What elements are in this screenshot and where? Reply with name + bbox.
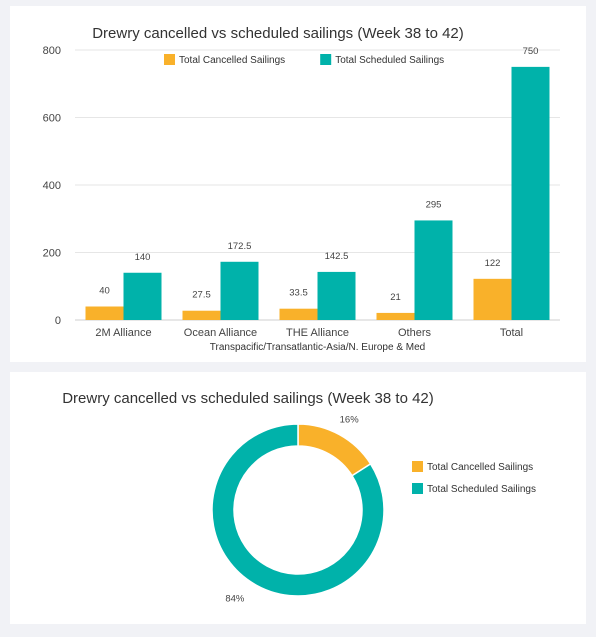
y-tick-label: 200: [43, 248, 61, 260]
x-tick-label: 2M Alliance: [95, 327, 151, 339]
x-axis-title: Transpacific/Transatlantic-Asia/N. Europ…: [210, 342, 425, 353]
bar-legend: Total Cancelled Sailings Total Scheduled …: [164, 54, 444, 66]
legend-swatch: [412, 483, 423, 494]
x-tick-label: Others: [398, 327, 432, 339]
data-label: 40: [99, 286, 110, 297]
data-label: 27.5: [192, 290, 211, 301]
bar-scheduled: [220, 261, 259, 320]
legend-swatch: [164, 54, 175, 65]
slice-label: 16%: [340, 415, 360, 426]
data-label: 21: [390, 292, 401, 303]
bar-scheduled: [511, 66, 550, 320]
bar-cancelled: [182, 310, 221, 320]
legend-label: Total Scheduled Sailings: [335, 55, 444, 66]
bar-chart: 0 200 400 600 800 40 140 2M Alliance 27.5 172.5 Oc…: [43, 45, 560, 353]
legend-swatch: [320, 54, 332, 65]
legend-label: Total Cancelled Sailings: [179, 55, 285, 66]
donut-slice-cancelled: [297, 423, 372, 477]
y-tick-label: 0: [55, 315, 61, 327]
bar-cancelled: [376, 312, 415, 320]
legend-label: Total Scheduled Sailings: [427, 484, 536, 495]
x-tick-label: Total: [500, 327, 523, 339]
data-label: 295: [426, 199, 442, 210]
y-tick-label: 800: [43, 45, 61, 57]
legend-label: Total Cancelled Sailings: [427, 462, 533, 473]
slice-label: 84%: [225, 593, 245, 604]
bar-cancelled: [85, 306, 124, 320]
donut-chart-panel: Drewry cancelled vs scheduled sailings (…: [10, 372, 586, 624]
donut-chart-title: Drewry cancelled vs scheduled sailings (…: [62, 390, 434, 407]
donut-slice-scheduled: [211, 423, 385, 597]
bar-cancelled: [279, 308, 318, 320]
donut-chart: 16% 84% Total Cancelled Sailings Total Sche…: [211, 415, 536, 604]
bar-chart-panel: Drewry cancelled vs scheduled sailings (…: [10, 6, 586, 362]
bar-scheduled: [414, 220, 453, 320]
bar-scheduled: [123, 272, 162, 320]
x-tick-label: THE Alliance: [286, 327, 349, 339]
bar-chart-title: Drewry cancelled vs scheduled sailings (…: [92, 25, 464, 42]
legend-swatch: [412, 461, 423, 472]
bar-scheduled: [317, 271, 356, 320]
x-tick-label: Ocean Alliance: [184, 327, 257, 339]
data-label: 142.5: [325, 251, 349, 262]
data-label: 122: [485, 258, 501, 269]
y-tick-label: 600: [43, 113, 61, 125]
data-label: 750: [523, 46, 539, 57]
data-label: 33.5: [289, 288, 308, 299]
bar-cancelled: [473, 278, 512, 320]
data-label: 172.5: [228, 241, 252, 252]
data-label: 140: [135, 252, 151, 263]
y-tick-label: 400: [43, 180, 61, 192]
donut-legend: Total Cancelled Sailings Total Scheduled …: [412, 461, 536, 495]
